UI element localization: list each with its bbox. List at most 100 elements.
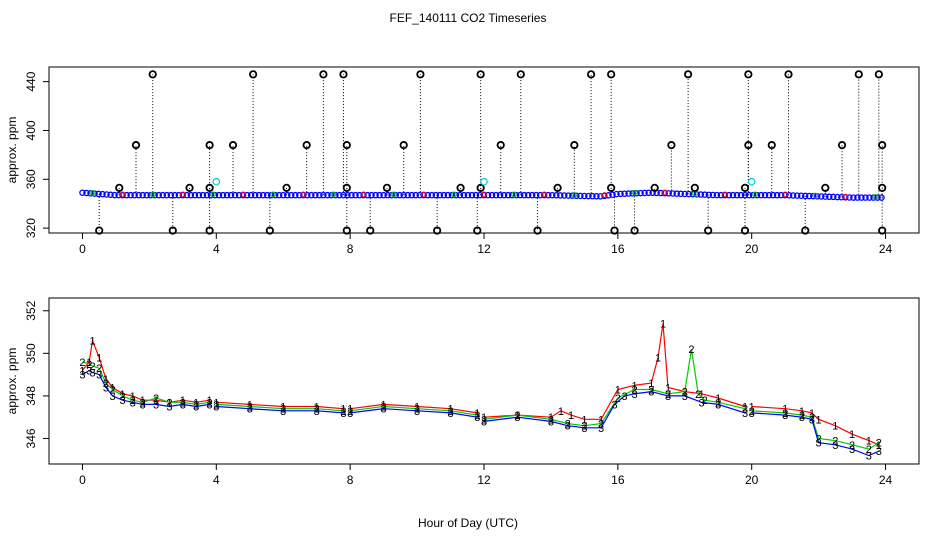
bottom-y-tick-label: 346 (24, 428, 38, 448)
top-spike-point (249, 70, 258, 79)
top-baseline-point (516, 191, 524, 199)
series-3-marker: 3 (782, 410, 788, 422)
top-baseline-point (408, 191, 415, 199)
series-3-marker: 3 (110, 391, 116, 403)
series-3-marker: 3 (698, 397, 704, 409)
top-baseline-point (324, 191, 331, 199)
series-3-marker: 3 (715, 399, 721, 411)
top-baseline-point (115, 191, 122, 199)
series-2-marker: 2 (598, 419, 604, 431)
series-2-marker: 2 (695, 389, 701, 401)
top-baseline-point (412, 191, 419, 199)
top-baseline-point-alt (872, 193, 879, 200)
series-1-marker: 1 (166, 397, 172, 409)
top-baseline-point (826, 193, 833, 201)
top-baseline-point (862, 194, 869, 201)
top-baseline-point (625, 190, 632, 197)
top-baseline-point (255, 191, 263, 199)
top-baseline-point (247, 191, 255, 199)
top-baseline-point (605, 192, 612, 199)
top-spike-point (533, 226, 542, 235)
top-baseline-point-alt (420, 191, 427, 198)
top-spike-point (570, 141, 579, 150)
top-spike-point (837, 141, 847, 150)
top-baseline-point (657, 189, 664, 197)
top-baseline-point-alt (270, 191, 277, 198)
top-spike-point (767, 141, 776, 150)
series-1-line (350, 403, 478, 414)
series-1-marker: 1 (140, 395, 146, 407)
top-baseline-point (143, 191, 150, 199)
top-baseline-point (348, 191, 355, 199)
top-spike-point (148, 70, 157, 79)
top-baseline-point (251, 191, 259, 199)
series-2-marker: 2 (153, 393, 159, 405)
series-1-line (483, 323, 746, 420)
series-2-marker: 2 (89, 361, 95, 373)
series-1-marker: 1 (130, 391, 136, 403)
top-spike-point (282, 183, 291, 192)
top-y-tick-label: 400 (24, 120, 38, 140)
top-baseline-point (292, 191, 299, 199)
top-baseline-point (609, 191, 616, 198)
top-baseline-point (464, 191, 472, 199)
top-baseline-point (669, 190, 676, 197)
series-3-marker: 3 (866, 450, 872, 462)
series-1-marker: 1 (280, 402, 286, 414)
series-1-marker: 1 (648, 378, 654, 390)
top-spike-point (784, 70, 793, 79)
top-spike-point (690, 183, 699, 192)
top-baseline-point (159, 191, 167, 199)
top-baseline-point-alt (752, 191, 758, 198)
top-baseline-point (320, 191, 327, 199)
top-baseline-point (789, 192, 797, 199)
series-1-line (216, 401, 344, 410)
top-baseline-point (532, 191, 540, 199)
series-2-marker: 2 (213, 399, 219, 411)
top-spike-point (878, 141, 887, 150)
top-baseline-point (733, 191, 741, 199)
top-spike-point (874, 70, 883, 79)
top-baseline-point (677, 190, 685, 198)
top-baseline-point (818, 193, 825, 200)
top-baseline-point (665, 190, 672, 197)
top-baseline-point-alt (511, 191, 518, 198)
top-baseline-point (444, 191, 452, 199)
top-baseline-point (356, 191, 363, 199)
top-panel-marks (79, 70, 887, 235)
series-3-marker: 3 (809, 414, 815, 426)
series-2-marker: 2 (207, 397, 213, 409)
top-y-tick-label: 320 (24, 218, 38, 238)
top-spike-point (854, 70, 863, 79)
top-baseline-point (757, 191, 765, 199)
series-1-line (82, 338, 210, 403)
bottom-x-tick-label: 4 (213, 473, 220, 487)
top-baseline-point-alt (450, 191, 457, 198)
series-3-marker: 3 (621, 391, 627, 403)
series-3-marker: 3 (648, 387, 654, 399)
series-2-marker: 2 (742, 404, 748, 416)
top-y-tick-label: 440 (24, 71, 38, 91)
series-1-marker: 1 (447, 404, 453, 416)
series-2-marker: 2 (799, 410, 805, 422)
series-2-marker: 2 (581, 421, 587, 433)
top-baseline-point (866, 194, 873, 201)
top-baseline-point (797, 192, 805, 199)
series-2-marker: 2 (615, 393, 621, 405)
top-spike-point (131, 141, 141, 150)
top-spike-point (821, 183, 830, 192)
top-baseline-point (645, 189, 652, 197)
series-1-line (751, 405, 880, 446)
top-baseline-point (834, 193, 841, 201)
series-2-marker: 2 (715, 397, 721, 409)
series-2-line (82, 361, 210, 406)
series-3-line (82, 369, 210, 408)
top-baseline-point-alt (360, 191, 367, 198)
top-baseline-point (83, 189, 90, 197)
top-baseline-point (219, 191, 227, 199)
series-3-marker: 3 (140, 399, 146, 411)
top-baseline-point (263, 191, 271, 199)
top-panel-axes: 0 4 8 12 16 20 24 320 360 400 440 (24, 71, 893, 256)
